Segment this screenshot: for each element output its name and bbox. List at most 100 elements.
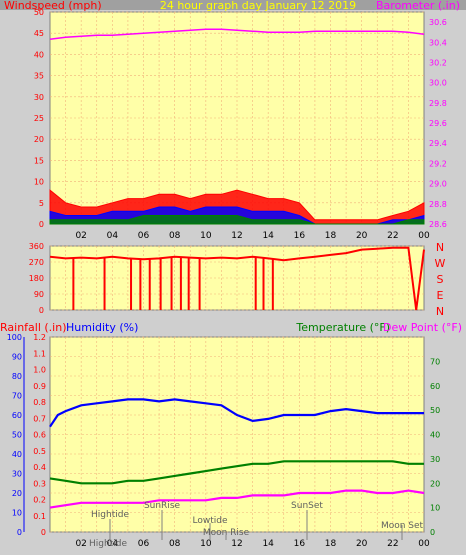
temperature-tick-label: 10: [430, 504, 440, 513]
x-tick-label: 14: [262, 539, 274, 549]
x-tick-label: 06: [138, 231, 150, 241]
wind-direction-series: [49, 246, 425, 311]
humidity-tick-label: 40: [12, 450, 22, 459]
compass-label: N: [436, 305, 444, 318]
humidity-series: [49, 398, 424, 428]
rainfall-tick-label: 0.6: [33, 431, 46, 440]
windspeed-tick-label: 35: [34, 72, 44, 81]
x-tick-label: 14: [262, 231, 274, 241]
rainfall-tick-label: 0: [41, 528, 46, 537]
barometer-tick-label: 29.8: [429, 99, 447, 108]
rainfall-axis-title: Rainfall (.in): [0, 321, 67, 334]
x-tick-label: 16: [294, 231, 306, 241]
x-tick-label: 10: [200, 539, 212, 549]
barometer-tick-label: 30.6: [429, 18, 447, 27]
rainfall-tick-label: 0.3: [33, 479, 46, 488]
rainfall-tick-label: 0.4: [33, 463, 46, 472]
header-bar: [0, 0, 466, 10]
wind-low-series: [49, 215, 425, 225]
moonrise-label: Moon Rise: [203, 528, 250, 538]
dewpoint-series: [49, 489, 425, 509]
temperature-tick-label: 40: [430, 431, 440, 440]
temperature-tick-label: 0: [430, 528, 435, 537]
humidity-tick-label: 60: [12, 411, 22, 420]
windspeed-tick-label: 20: [34, 135, 44, 144]
humidity-tick-label: 90: [12, 353, 22, 362]
x-tick-label: 08: [169, 539, 181, 549]
x-tick-label: 08: [169, 231, 181, 241]
rainfall-tick-label: 0.2: [33, 496, 46, 505]
sunset-label: SunSet: [291, 501, 323, 511]
moonset-label: Moon Set: [381, 521, 424, 531]
tide-sun-moon-annotations: Hightide SunRise Lowtide Moon Rise SunSe…: [89, 501, 424, 549]
x-tick-label: 10: [200, 231, 212, 241]
windspeed-tick-label: 30: [34, 93, 44, 102]
panel3-grid: [50, 336, 424, 533]
x-tick-label: 18: [325, 539, 337, 549]
x-tick-label: 00: [418, 539, 430, 549]
humidity-tick-label: 80: [12, 372, 22, 381]
temperature-tick-label: 70: [430, 357, 440, 366]
barometer-tick-label: 30.4: [429, 38, 447, 47]
compass-label: E: [437, 289, 444, 302]
compass-label: W: [435, 257, 446, 270]
barometer-series: [49, 28, 425, 41]
rainfall-tick-label: 1.1: [33, 349, 46, 358]
barometer-tick-label: 29.2: [429, 159, 447, 168]
direction-tick-label: 90: [34, 290, 44, 299]
hightide-bottom-label: Hightide: [89, 539, 127, 549]
chart-title: 24 hour graph day January 12 2019: [160, 0, 356, 12]
rainfall-tick-label: 0.9: [33, 382, 46, 391]
rainfall-tick-label: 0.8: [33, 398, 46, 407]
humidity-tick-label: 20: [12, 489, 22, 498]
x-tick-label: 20: [356, 539, 368, 549]
series-layer: [49, 28, 425, 509]
windspeed-tick-label: 0: [39, 220, 44, 229]
windspeed-tick-label: 5: [39, 199, 44, 208]
x-tick-label: 20: [356, 231, 368, 241]
compass-label: S: [437, 273, 444, 286]
barometer-tick-label: 29.0: [429, 180, 447, 189]
barometer-tick-label: 28.8: [429, 200, 447, 209]
rainfall-tick-label: 1.0: [33, 366, 46, 375]
temperature-axis-title: Temperature (°F): [295, 321, 390, 334]
x-tick-label: 22: [387, 231, 398, 241]
temperature-tick-label: 60: [430, 382, 440, 391]
rainfall-tick-label: 1.2: [33, 333, 46, 342]
x-tick-label: 06: [138, 539, 150, 549]
x-tick-label: 00: [418, 231, 430, 241]
windspeed-tick-label: 15: [34, 156, 44, 165]
direction-tick-label: 0: [39, 306, 44, 315]
barometer-tick-label: 29.6: [429, 119, 447, 128]
windspeed-tick-label: 25: [34, 114, 44, 123]
compass-label: N: [436, 241, 444, 254]
humidity-tick-label: 30: [12, 470, 22, 479]
lowtide-label: Lowtide: [192, 516, 227, 526]
x-tick-label: 12: [231, 231, 242, 241]
hightide-label: Hightide: [91, 510, 129, 520]
humidity-tick-label: 70: [12, 392, 22, 401]
temperature-tick-label: 50: [430, 406, 440, 415]
temperature-tick-label: 20: [430, 479, 440, 488]
humidity-tick-label: 0: [17, 528, 22, 537]
windspeed-tick-label: 50: [34, 8, 44, 17]
panel2-grid: [50, 245, 424, 311]
windspeed-axis-title: Windspeed (mph): [4, 0, 102, 12]
x-tick-label: 16: [294, 539, 306, 549]
rainfall-tick-label: 0.1: [33, 512, 46, 521]
sunrise-label: SunRise: [144, 501, 181, 511]
windspeed-tick-label: 45: [34, 29, 44, 38]
x-tick-label: 18: [325, 231, 337, 241]
humidity-tick-label: 100: [7, 333, 22, 342]
direction-tick-label: 360: [29, 242, 44, 251]
temperature-tick-label: 30: [430, 455, 440, 464]
barometer-tick-label: 28.6: [429, 220, 447, 229]
windspeed-tick-label: 40: [34, 50, 44, 59]
windspeed-tick-label: 10: [34, 178, 44, 187]
axis-labels: 0 5 10 15 20 25 30 35 40 45 50 28.6 28.8 29.0 29.2 29.4…: [7, 8, 447, 549]
temperature-series: [49, 460, 424, 485]
x-tick-label: 22: [387, 539, 398, 549]
x-tick-label: 04: [107, 231, 119, 241]
